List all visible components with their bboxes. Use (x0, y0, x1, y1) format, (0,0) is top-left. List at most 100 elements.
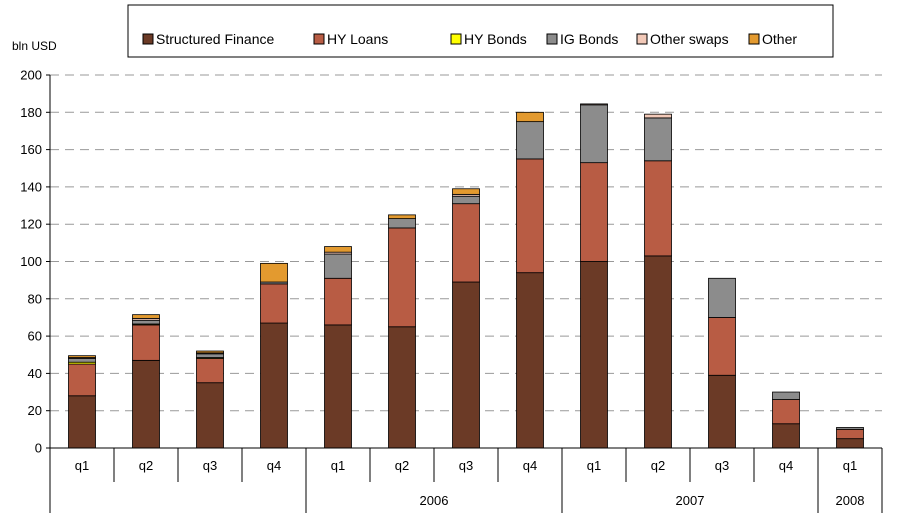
bar-segment (452, 281, 480, 449)
legend-swatch (748, 33, 760, 45)
legend-swatch (546, 33, 558, 45)
legend-swatch (313, 33, 325, 45)
y-tick-label: 200 (20, 68, 42, 83)
year-label: 2007 (676, 493, 705, 508)
bar-segment (516, 111, 544, 123)
year-label: 2008 (836, 493, 865, 508)
legend-swatch (636, 33, 648, 45)
bar-segment (388, 214, 416, 220)
y-tick-label: 20 (28, 403, 42, 418)
bar-segment (132, 324, 160, 361)
legend: Structured Finance HY Loans HY Bonds IG Bon… (127, 4, 834, 58)
bar-segment (708, 277, 736, 318)
legend-item: IG Bonds (546, 31, 618, 47)
x-tick-label: q1 (587, 458, 601, 473)
x-tick-label: q3 (459, 458, 473, 473)
bar-segment (260, 283, 288, 324)
y-tick-label: 100 (20, 254, 42, 269)
bar-segment (196, 350, 224, 354)
bar-stack (132, 314, 160, 449)
bar-segment (196, 358, 224, 384)
legend-box (127, 4, 834, 58)
bar-segment (580, 261, 608, 449)
bar-segment (772, 423, 800, 449)
gridlines (50, 74, 882, 412)
bar-segment (388, 227, 416, 328)
bar-stack (388, 214, 416, 449)
bar-segment (324, 253, 352, 279)
bar-segment (708, 317, 736, 376)
y-tick-label: 120 (20, 217, 42, 232)
bar-segment (580, 162, 608, 262)
bar-segment (68, 355, 96, 358)
bar-segment (772, 391, 800, 400)
bar-stack (260, 262, 288, 449)
bar-segment (132, 314, 160, 319)
y-tick-label: 0 (35, 441, 42, 456)
legend-label: IG Bonds (560, 31, 618, 47)
x-tick-label: q3 (715, 458, 729, 473)
bar-stack (324, 246, 352, 449)
legend-item: HY Loans (313, 31, 388, 47)
bar-stack (708, 277, 736, 449)
bar-stack (772, 391, 800, 449)
bar-segment (196, 353, 224, 358)
bar-segment (772, 399, 800, 425)
bar-stack (516, 111, 544, 449)
x-tick-label: q2 (651, 458, 665, 473)
bar-segment (132, 319, 160, 325)
bar-stack (196, 350, 224, 449)
bar-segment (68, 363, 96, 397)
bar-segment (644, 113, 672, 119)
bar-segment (132, 359, 160, 449)
year-label: 2006 (420, 493, 449, 508)
bar-segment (324, 246, 352, 253)
y-tick-label: 160 (20, 142, 42, 157)
bar-segment (516, 121, 544, 160)
x-tick-label: q3 (203, 458, 217, 473)
bar-segment (452, 188, 480, 195)
bar-segment (708, 374, 736, 449)
y-tick-label: 40 (28, 366, 42, 381)
bar-segment (580, 104, 608, 164)
bar-segment (260, 262, 288, 283)
bar-segment (388, 326, 416, 449)
bar-segment (324, 277, 352, 326)
legend-label: HY Bonds (464, 31, 527, 47)
bar-segment (644, 117, 672, 162)
x-tick-label: q2 (395, 458, 409, 473)
y-tick-label: 60 (28, 329, 42, 344)
legend-label: Structured Finance (156, 31, 274, 47)
bar-stack (452, 188, 480, 449)
legend-label: HY Loans (327, 31, 388, 47)
x-tick-label: q1 (843, 458, 857, 473)
bar-segment (452, 203, 480, 283)
bar-segment (644, 255, 672, 449)
bar-stack (68, 355, 96, 449)
y-axis-label: bln USD (12, 39, 57, 53)
bar-segment (452, 195, 480, 205)
bar-stack (644, 113, 672, 449)
x-tick-label: q4 (523, 458, 537, 473)
y-tick-label: 80 (28, 291, 42, 306)
bar-segment (260, 322, 288, 449)
bar-segment (516, 158, 544, 274)
x-tick-label: q2 (139, 458, 153, 473)
bars (68, 103, 864, 449)
bar-segment (516, 272, 544, 449)
legend-item: Structured Finance (142, 31, 274, 47)
x-tick-label: q1 (331, 458, 345, 473)
bar-segment (644, 160, 672, 257)
legend-item: Other (748, 31, 797, 47)
bar-segment (324, 324, 352, 449)
x-tick-label: q4 (267, 458, 281, 473)
x-category-labels: q1 q2 q3 q4 q1 q2 q3 q4 q1 q2 q3 q4 q1 2006 2007 2008 (49, 448, 883, 513)
x-tick-label: q4 (779, 458, 793, 473)
legend-swatch (142, 33, 154, 45)
y-tick-label: 180 (20, 105, 42, 120)
bar-segment (580, 103, 608, 106)
bar-segment (836, 428, 864, 440)
y-tick-labels: 0 20 40 60 80 100 120 140 160 180 200 (20, 68, 50, 456)
y-tick-label: 140 (20, 179, 42, 194)
